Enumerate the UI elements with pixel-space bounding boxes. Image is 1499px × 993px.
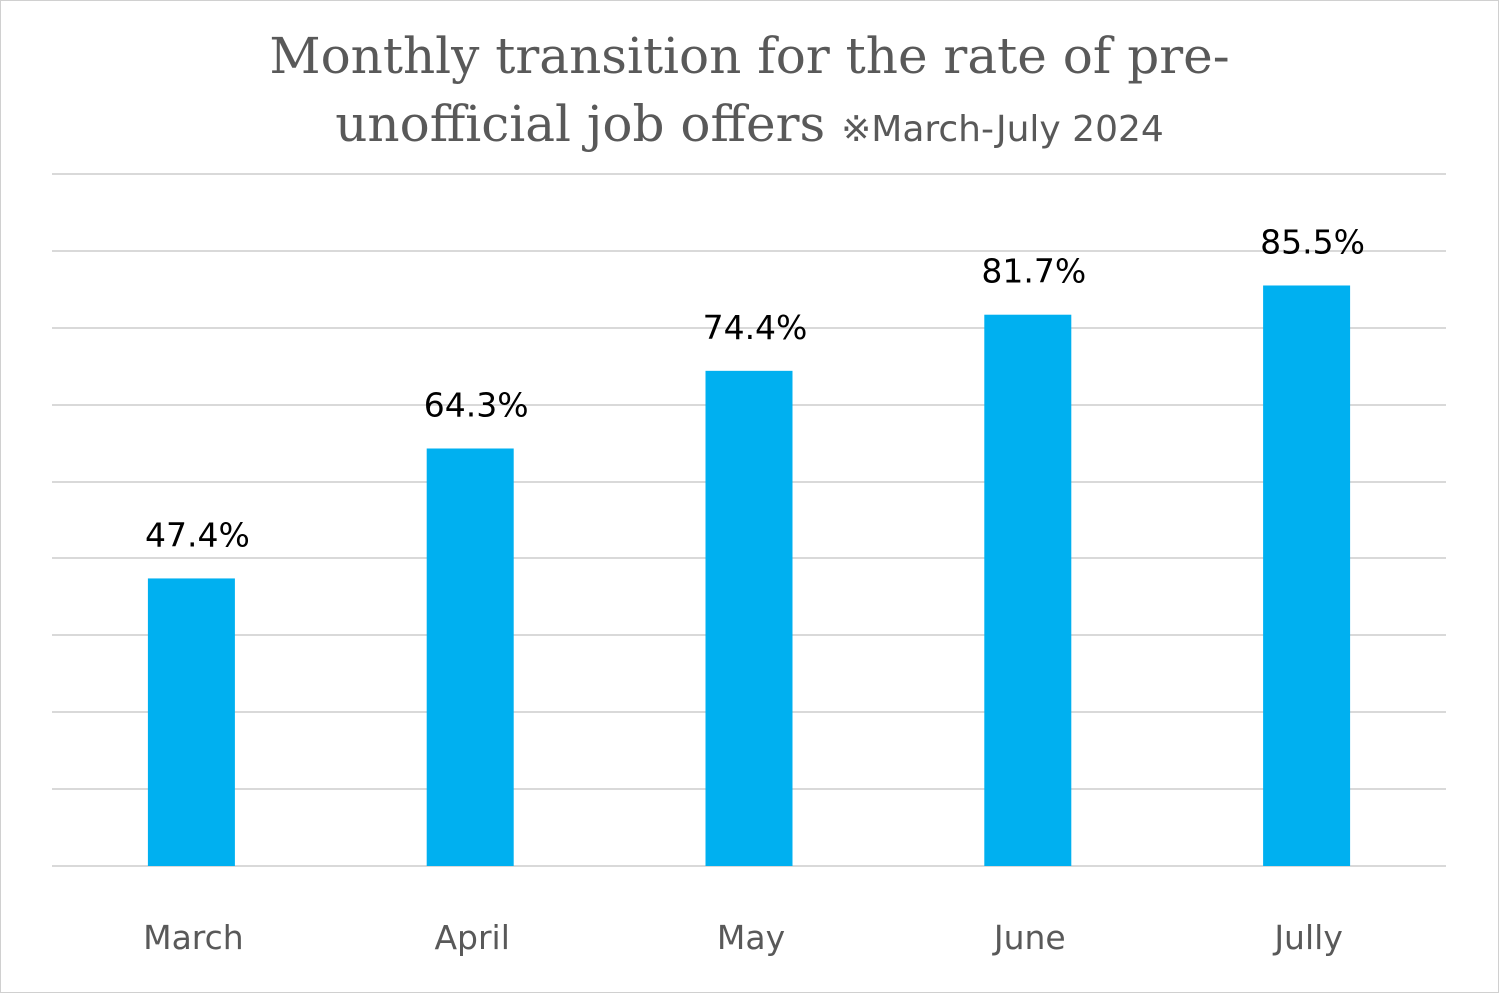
x-tick-label-april: April bbox=[434, 918, 509, 957]
data-label-jully: 85.5% bbox=[1260, 222, 1365, 261]
chart-title-line1: Monthly transition for the rate of pre- bbox=[269, 27, 1230, 85]
data-label-april: 64.3% bbox=[424, 385, 529, 424]
bar-april bbox=[426, 448, 514, 866]
x-tick-label-may: May bbox=[717, 918, 785, 957]
data-labels: 47.4% 64.3% 74.4% 81.7% 85.5% bbox=[145, 222, 1365, 554]
x-tick-labels: March April May June Jully bbox=[143, 918, 1343, 957]
chart-subtitle: ※March-July 2024 bbox=[841, 109, 1164, 150]
bar-march bbox=[147, 578, 235, 866]
bar-jully bbox=[1263, 285, 1351, 866]
data-label-may: 74.4% bbox=[703, 308, 808, 347]
data-label-june: 81.7% bbox=[981, 252, 1086, 291]
data-label-march: 47.4% bbox=[145, 515, 250, 554]
x-tick-label-jully: Jully bbox=[1272, 918, 1343, 957]
chart-title: Monthly transition for the rate of pre- … bbox=[0, 22, 1499, 164]
bar-june bbox=[984, 314, 1072, 866]
bar-may bbox=[705, 370, 793, 866]
x-tick-label-june: June bbox=[992, 918, 1066, 957]
x-tick-label-march: March bbox=[143, 918, 244, 957]
bars bbox=[147, 285, 1351, 866]
chart-title-line2: unofficial job offers bbox=[335, 95, 826, 153]
chart-title-line2-wrap: unofficial job offers ※March-July 2024 bbox=[0, 90, 1499, 164]
